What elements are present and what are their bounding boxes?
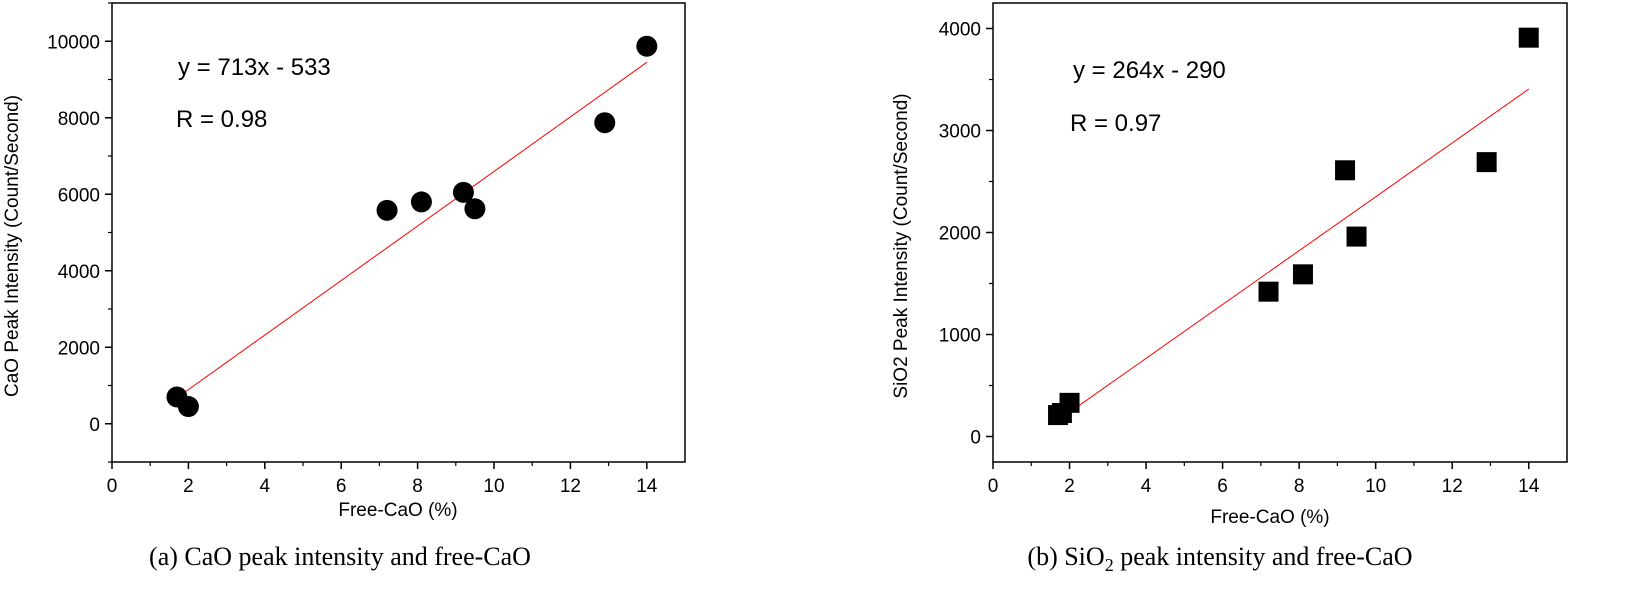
chart-a-y-tick-label: 2000 xyxy=(58,338,100,359)
chart-a-equation: y = 713x - 533 xyxy=(178,54,331,81)
chart-a-y-tick-label: 6000 xyxy=(58,185,100,206)
chart-a-x-tick-label: 6 xyxy=(336,476,347,497)
chart-b-data-point xyxy=(1518,27,1539,48)
chart-a-x-tick-label: 8 xyxy=(412,476,423,497)
chart-a-data-point xyxy=(636,35,658,57)
chart-b-equation: y = 264x - 290 xyxy=(1073,57,1226,84)
chart-a-x-tick-label: 12 xyxy=(560,476,581,497)
chart-a-data-point xyxy=(464,198,486,220)
chart-b-data-point xyxy=(1335,160,1356,181)
chart-a-data-point xyxy=(594,112,616,134)
chart-a-r-value: R = 0.98 xyxy=(176,106,267,133)
chart-a-y-axis-label: CaO Peak Intensity (Count/Second) xyxy=(2,95,23,397)
chart-a-ticks: 0 2 4 6 8 10 12 14 0 2000 4000 6000 8000 10000 xyxy=(47,2,658,497)
chart-a-points xyxy=(166,35,658,418)
chart-a-data-point xyxy=(177,396,199,418)
chart-a-y-tick-label: 0 xyxy=(89,415,100,436)
chart-a-fit-line-group xyxy=(176,61,648,399)
chart-b-r-value: R = 0.97 xyxy=(1070,110,1161,137)
chart-b-x-tick-label: 12 xyxy=(1442,476,1463,497)
chart-a-data-point xyxy=(452,181,474,203)
chart-b-fit-line-group xyxy=(1057,88,1530,421)
chart-b-data-point xyxy=(1059,392,1080,413)
chart-a-data-point xyxy=(376,199,398,221)
chart-b-y-tick-label: 1000 xyxy=(939,326,981,347)
chart-b-x-tick-label: 0 xyxy=(988,476,999,497)
chart-a: 0 2 4 6 8 10 12 14 0 2000 4000 6000 8000 10000 y = 71… xyxy=(2,2,686,571)
chart-b-data-point xyxy=(1258,281,1279,302)
chart-a-y-tick-label: 10000 xyxy=(47,32,100,53)
chart-b-x-tick-label: 4 xyxy=(1141,476,1152,497)
chart-a-x-tick-label: 4 xyxy=(260,476,271,497)
chart-b-caption: (b) SiO2 peak intensity and free-CaO xyxy=(1027,542,1412,575)
chart-b-data-point xyxy=(1346,226,1367,247)
chart-b-y-tick-label: 2000 xyxy=(939,224,981,245)
chart-a-x-tick-label: 14 xyxy=(636,476,658,497)
chart-b-x-axis-label: Free-CaO (%) xyxy=(1210,507,1329,528)
chart-b: 0 2 4 6 8 10 12 14 0 1000 2000 3000 4000 y = 264x - … xyxy=(891,2,1568,575)
chart-a-data-point xyxy=(410,191,432,213)
chart-b-x-tick-label: 6 xyxy=(1217,476,1228,497)
chart-b-caption-rest: peak intensity and free-CaO xyxy=(1114,542,1413,571)
chart-b-fit-line xyxy=(1057,88,1530,421)
chart-b-y-axis-label: SiO2 Peak Intensity (Count/Second) xyxy=(891,93,912,398)
chart-a-x-tick-label: 10 xyxy=(483,476,504,497)
chart-b-caption-main: (b) SiO xyxy=(1027,542,1104,571)
chart-b-points xyxy=(1048,27,1539,426)
chart-a-caption: (a) CaO peak intensity and free-CaO xyxy=(149,542,531,571)
chart-a-fit-line xyxy=(176,61,648,399)
chart-b-data-point xyxy=(1292,264,1313,285)
chart-a-x-tick-label: 2 xyxy=(183,476,194,497)
chart-b-y-tick-label: 3000 xyxy=(939,122,981,143)
chart-b-x-tick-label: 2 xyxy=(1064,476,1075,497)
chart-b-ticks: 0 2 4 6 8 10 12 14 0 1000 2000 3000 4000 xyxy=(939,20,1540,498)
chart-b-x-tick-label: 8 xyxy=(1294,476,1305,497)
chart-a-y-tick-label: 8000 xyxy=(58,109,100,130)
chart-a-y-tick-label: 4000 xyxy=(58,262,100,283)
chart-b-y-tick-label: 4000 xyxy=(939,20,981,41)
chart-b-x-tick-label: 10 xyxy=(1365,476,1386,497)
chart-b-data-point xyxy=(1476,152,1497,173)
chart-b-x-tick-label: 14 xyxy=(1518,476,1540,497)
chart-b-caption-subscript: 2 xyxy=(1105,555,1114,575)
chart-a-x-axis-label: Free-CaO (%) xyxy=(338,500,457,521)
chart-a-x-tick-label: 0 xyxy=(107,476,118,497)
chart-b-y-tick-label: 0 xyxy=(970,428,981,449)
